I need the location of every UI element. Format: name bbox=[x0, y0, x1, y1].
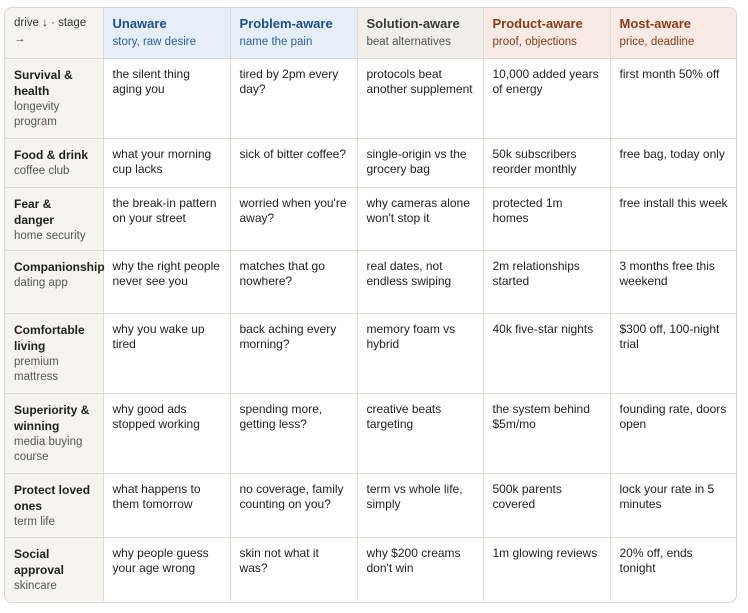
table-cell: spending more, getting less? bbox=[230, 393, 358, 474]
drive-label: Survival & health bbox=[14, 67, 73, 98]
table-cell: why you wake up tired bbox=[103, 313, 231, 394]
stage-subtitle: beat alternatives bbox=[366, 36, 451, 48]
table-cell: why cameras alone won't stop it bbox=[357, 187, 484, 251]
table-row: Fear & danger home security the break-in… bbox=[5, 187, 736, 251]
row-header: Protect loved ones term life bbox=[5, 473, 104, 538]
row-header: Food & drink coffee club bbox=[5, 138, 104, 188]
table-cell: what your morning cup lacks bbox=[103, 138, 231, 188]
stage-subtitle: story, raw desire bbox=[112, 36, 197, 48]
table-cell: term vs whole life, simply bbox=[357, 473, 484, 538]
table-cell: why people guess your age wrong bbox=[103, 537, 231, 601]
header-row: drive ↓ · stage → Unaware story, raw des… bbox=[5, 8, 736, 59]
table-cell: why the right people never see you bbox=[103, 250, 231, 314]
table-cell: $300 off, 100-night trial bbox=[610, 313, 736, 394]
table-cell: the silent thing aging you bbox=[103, 58, 231, 139]
table-cell: 2m relationships started bbox=[483, 250, 611, 314]
table-cell: matches that go nowhere? bbox=[230, 250, 358, 314]
table-cell: why good ads stopped working bbox=[103, 393, 231, 474]
table-cell: 1m glowing reviews bbox=[483, 537, 611, 601]
drive-label: Comfortable living bbox=[14, 322, 85, 353]
stage-title: Unaware bbox=[112, 16, 167, 31]
example-label: premium mattress bbox=[14, 355, 59, 384]
table-cell: 3 months free this weekend bbox=[610, 250, 736, 314]
table-cell: protocols beat another supplement bbox=[357, 58, 484, 139]
example-label: coffee club bbox=[14, 164, 70, 177]
row-header: Superiority & winning media buying cours… bbox=[5, 393, 104, 474]
stage-title: Most-aware bbox=[619, 16, 692, 31]
table-cell: protected 1m homes bbox=[483, 187, 611, 251]
stage-header-problem-aware: Problem-aware name the pain bbox=[230, 8, 358, 59]
table-cell: 10,000 added years of energy bbox=[483, 58, 611, 139]
table-cell: the break-in pattern on your street bbox=[103, 187, 231, 251]
drive-label: Superiority & winning bbox=[14, 402, 90, 433]
stage-title: Problem-aware bbox=[239, 16, 333, 31]
drive-label: Companionship bbox=[14, 259, 105, 274]
table-row: Survival & health longevity program the … bbox=[5, 58, 736, 139]
table-cell: 20% off, ends tonight bbox=[619, 545, 693, 576]
corner-label: drive ↓ · stage → bbox=[5, 8, 104, 59]
example-label: media buying course bbox=[14, 435, 83, 464]
drive-label: Social approval bbox=[14, 546, 65, 577]
table-cell: 40k five-star nights bbox=[483, 313, 611, 394]
table-cell: tired by 2pm every day? bbox=[230, 58, 358, 139]
table-cell: single-origin vs the grocery bag bbox=[357, 138, 484, 188]
stage-subtitle: name the pain bbox=[239, 36, 313, 48]
matrix-table: drive ↓ · stage → Unaware story, raw des… bbox=[5, 8, 736, 601]
example-label: longevity program bbox=[14, 100, 60, 129]
row-header: Social approval skincare bbox=[5, 537, 104, 601]
table-cell: founding rate, doors open bbox=[610, 393, 736, 474]
stage-header-most-aware: Most-aware price, deadline bbox=[610, 8, 736, 59]
stage-subtitle: price, deadline bbox=[619, 36, 695, 48]
example-label: dating app bbox=[14, 276, 68, 289]
table-cell: why $200 creams don't win bbox=[357, 537, 484, 601]
table-row: Comfortable living premium mattress why … bbox=[5, 313, 736, 394]
table-cell: the system behind $5m/mo bbox=[483, 393, 611, 474]
table-row: Social approval skincare why people gues… bbox=[5, 537, 736, 601]
stage-header-product-aware: Product-aware proof, objections bbox=[483, 8, 611, 59]
table-cell: lock your rate in 5 minutes bbox=[610, 473, 736, 538]
stage-title: Product-aware bbox=[492, 16, 583, 31]
example-label: home security bbox=[14, 229, 86, 242]
table-cell: first month 50% off bbox=[610, 58, 736, 139]
awareness-matrix: drive ↓ · stage → Unaware story, raw des… bbox=[4, 7, 737, 603]
table-row: Companionship dating app why the right p… bbox=[5, 250, 736, 314]
stage-header-solution-aware: Solution-aware beat alternatives bbox=[357, 8, 484, 59]
table-cell: what happens to them tomorrow bbox=[103, 473, 231, 538]
stage-subtitle: proof, objections bbox=[492, 36, 577, 48]
drive-label: Fear & danger bbox=[14, 196, 55, 227]
table-row: Food & drink coffee club what your morni… bbox=[5, 138, 736, 188]
table-cell: real dates, not endless swiping bbox=[357, 250, 484, 314]
stage-header-unaware: Unaware story, raw desire bbox=[103, 8, 231, 59]
table-cell: worried when you're away? bbox=[230, 187, 358, 251]
example-label: term life bbox=[14, 515, 55, 528]
row-header: Comfortable living premium mattress bbox=[5, 313, 104, 394]
table-cell: creative beats targeting bbox=[357, 393, 484, 474]
table-cell: free install this week bbox=[610, 187, 736, 251]
example-label: skincare bbox=[14, 579, 57, 592]
table-row: Protect loved ones term life what happen… bbox=[5, 473, 736, 538]
table-cell: back aching every morning? bbox=[230, 313, 358, 394]
row-header: Survival & health longevity program bbox=[5, 58, 104, 139]
table-cell: 500k parents covered bbox=[483, 473, 611, 538]
stage-title: Solution-aware bbox=[366, 16, 460, 31]
table-cell: skin not what it was? bbox=[230, 537, 358, 601]
drive-label: Protect loved ones bbox=[14, 482, 91, 513]
table-cell: no coverage, family counting on you? bbox=[230, 473, 358, 538]
table-cell: 50k subscribers reorder monthly bbox=[483, 138, 611, 188]
table-cell: free bag, today only bbox=[610, 138, 736, 188]
table-cell: sick of bitter coffee? bbox=[230, 138, 358, 188]
row-header: Fear & danger home security bbox=[5, 187, 104, 251]
drive-label: Food & drink bbox=[14, 147, 88, 162]
table-row: Superiority & winning media buying cours… bbox=[5, 393, 736, 474]
table-cell: memory foam vs hybrid bbox=[357, 313, 484, 394]
row-header: Companionship dating app bbox=[5, 250, 105, 314]
